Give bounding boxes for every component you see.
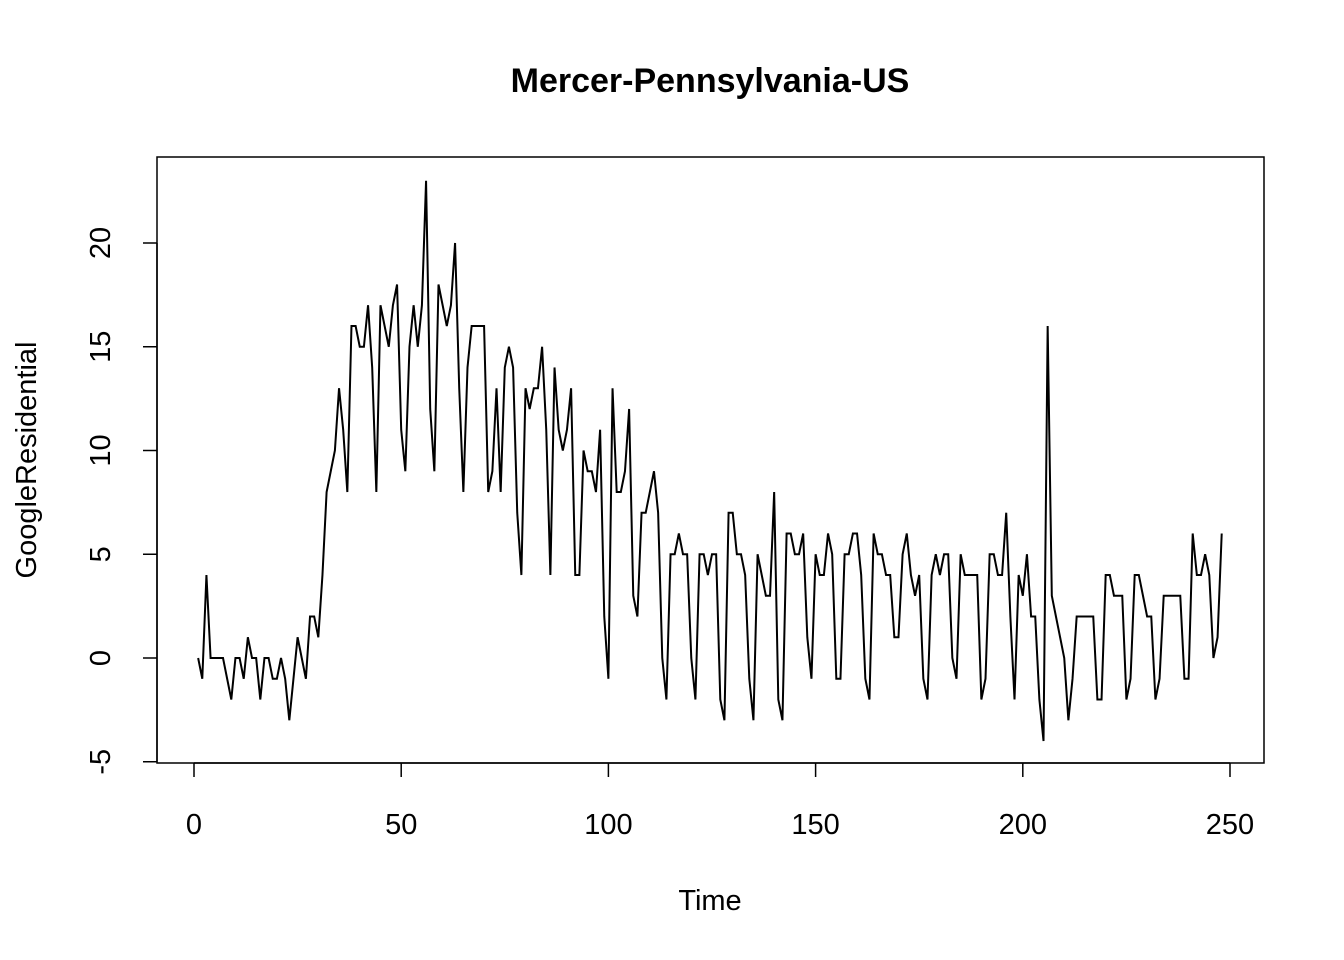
y-tick-label: 10 [85,434,117,466]
plot-frame [156,156,1265,764]
y-tick-label: 0 [85,650,117,666]
x-tick-label: 150 [791,809,839,841]
y-tick-label: 20 [85,227,117,259]
series-line [197,180,1223,742]
x-tick-label: 50 [385,809,417,841]
y-tick-label: 5 [85,546,117,562]
x-tick-label: 250 [1206,809,1254,841]
y-tick-label: 15 [85,331,117,363]
y-axis-label: GoogleResidential [11,342,43,579]
y-axis: -5 0 5 10 15 20 [85,227,158,775]
x-axis-label: Time [678,885,741,917]
y-tick-label: -5 [85,749,117,775]
x-tick-label: 0 [186,809,202,841]
chart-title: Mercer-Pennsylvania-US [511,62,910,100]
x-axis: 0 50 100 150 200 250 [186,762,1254,841]
x-tick-label: 200 [999,809,1047,841]
x-tick-label: 100 [584,809,632,841]
